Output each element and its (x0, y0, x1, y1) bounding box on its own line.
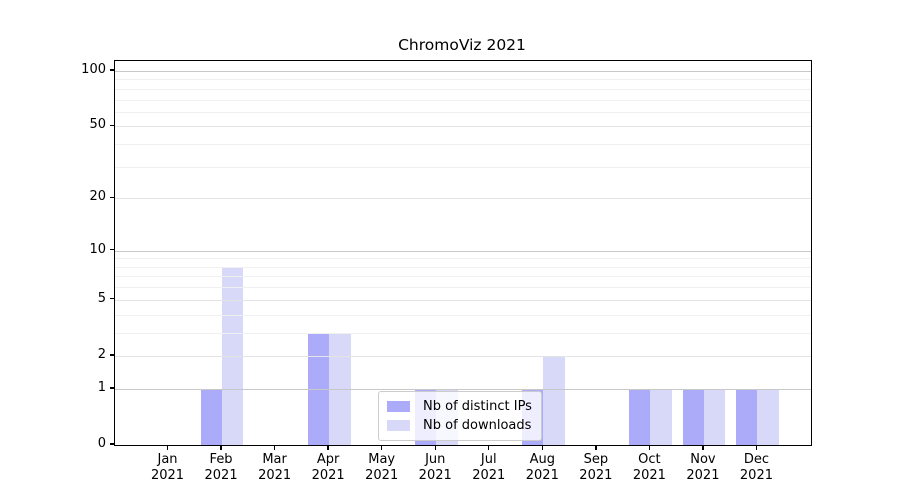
x-tick-label-may: May 2021 (365, 452, 399, 483)
gridline-2 (115, 355, 811, 357)
gridline-30 (115, 166, 811, 168)
x-tick-mark-jul (488, 445, 490, 450)
x-tick-mark-aug (541, 445, 543, 450)
bar-distinct-ips-feb (200, 388, 223, 445)
x-tick-label-jun: Jun 2021 (418, 452, 452, 483)
x-tick-mark-dec (755, 445, 758, 450)
x-tick-mark-may (380, 445, 383, 450)
x-tick-mark-mar (273, 445, 276, 450)
plot-area (114, 60, 812, 446)
legend-label-distinct-ips: Nb of distinct IPs (423, 399, 532, 414)
y-tick-label-50: 50 (89, 117, 106, 133)
y-tick-label-100: 100 (81, 62, 106, 77)
x-tick-label-oct: Oct 2021 (632, 452, 666, 483)
bar-distinct-ips-oct (628, 388, 651, 445)
gridline-10 (115, 250, 811, 252)
legend-item-downloads: Nb of downloads (387, 416, 532, 435)
gridline-60 (115, 111, 811, 113)
x-tick-mark-oct (648, 445, 651, 450)
x-tick-mark-apr (327, 445, 329, 450)
legend-label-downloads: Nb of downloads (423, 418, 532, 433)
x-tick-mark-sep (595, 445, 597, 450)
chart-title: ChromoViz 2021 (398, 36, 526, 54)
y-tick-mark-50 (109, 124, 114, 127)
x-tick-mark-nov (702, 445, 704, 450)
bar-distinct-ips-apr (307, 332, 330, 445)
x-tick-mark-jan (166, 445, 169, 450)
bar-downloads-feb (222, 266, 244, 445)
x-tick-mark-feb (220, 445, 222, 450)
y-tick-label-10: 10 (89, 241, 106, 257)
gridline-100 (115, 71, 811, 72)
y-tick-mark-2 (109, 354, 114, 356)
gridline-40 (115, 144, 811, 146)
gridline-7 (115, 276, 811, 278)
gridline-3 (115, 332, 811, 334)
gridline-9 (115, 258, 811, 260)
x-tick-mark-jun (434, 445, 436, 450)
gridline-50 (115, 126, 811, 128)
x-tick-label-dec: Dec 2021 (739, 452, 773, 483)
legend-swatch-downloads (387, 420, 410, 431)
gridline-20 (115, 198, 811, 200)
gridline-8 (115, 266, 811, 268)
legend-swatch-distinct-ips (387, 401, 410, 412)
gridline-5 (115, 299, 811, 301)
bar-distinct-ips-dec (736, 388, 758, 445)
x-tick-label-jul: Jul 2021 (472, 452, 506, 483)
bar-downloads-apr (329, 332, 351, 445)
x-tick-label-apr: Apr 2021 (311, 452, 345, 483)
x-tick-label-nov: Nov 2021 (686, 452, 720, 483)
bar-downloads-nov (703, 388, 726, 445)
y-tick-label-1: 1 (97, 379, 106, 395)
gridline-6 (115, 287, 811, 289)
bar-distinct-ips-nov (682, 388, 704, 445)
gridline-90 (115, 79, 811, 81)
x-tick-label-aug: Aug 2021 (525, 452, 559, 483)
gridline-4 (115, 314, 811, 316)
legend-item-distinct-ips: Nb of distinct IPs (387, 397, 532, 416)
y-tick-label-5: 5 (97, 290, 106, 306)
y-tick-mark-0 (109, 443, 114, 445)
y-tick-label-2: 2 (97, 346, 106, 362)
gridline-80 (115, 88, 811, 90)
bar-downloads-dec (757, 388, 779, 445)
y-tick-mark-100 (109, 69, 114, 71)
bar-downloads-oct (650, 388, 672, 445)
x-tick-label-jan: Jan 2021 (150, 452, 185, 483)
y-tick-label-20: 20 (89, 189, 106, 205)
gridline-1 (115, 388, 811, 390)
x-tick-label-sep: Sep 2021 (579, 452, 613, 483)
gridline-70 (115, 99, 811, 101)
y-tick-label-0: 0 (97, 436, 106, 451)
y-tick-mark-20 (109, 196, 114, 198)
y-tick-mark-1 (109, 387, 114, 389)
x-tick-label-mar: Mar 2021 (258, 452, 292, 483)
y-tick-mark-5 (109, 298, 114, 300)
y-tick-mark-10 (109, 248, 114, 251)
x-tick-label-feb: Feb 2021 (204, 452, 238, 483)
bar-downloads-aug (543, 355, 565, 445)
legend: Nb of distinct IPs Nb of downloads (378, 391, 542, 441)
